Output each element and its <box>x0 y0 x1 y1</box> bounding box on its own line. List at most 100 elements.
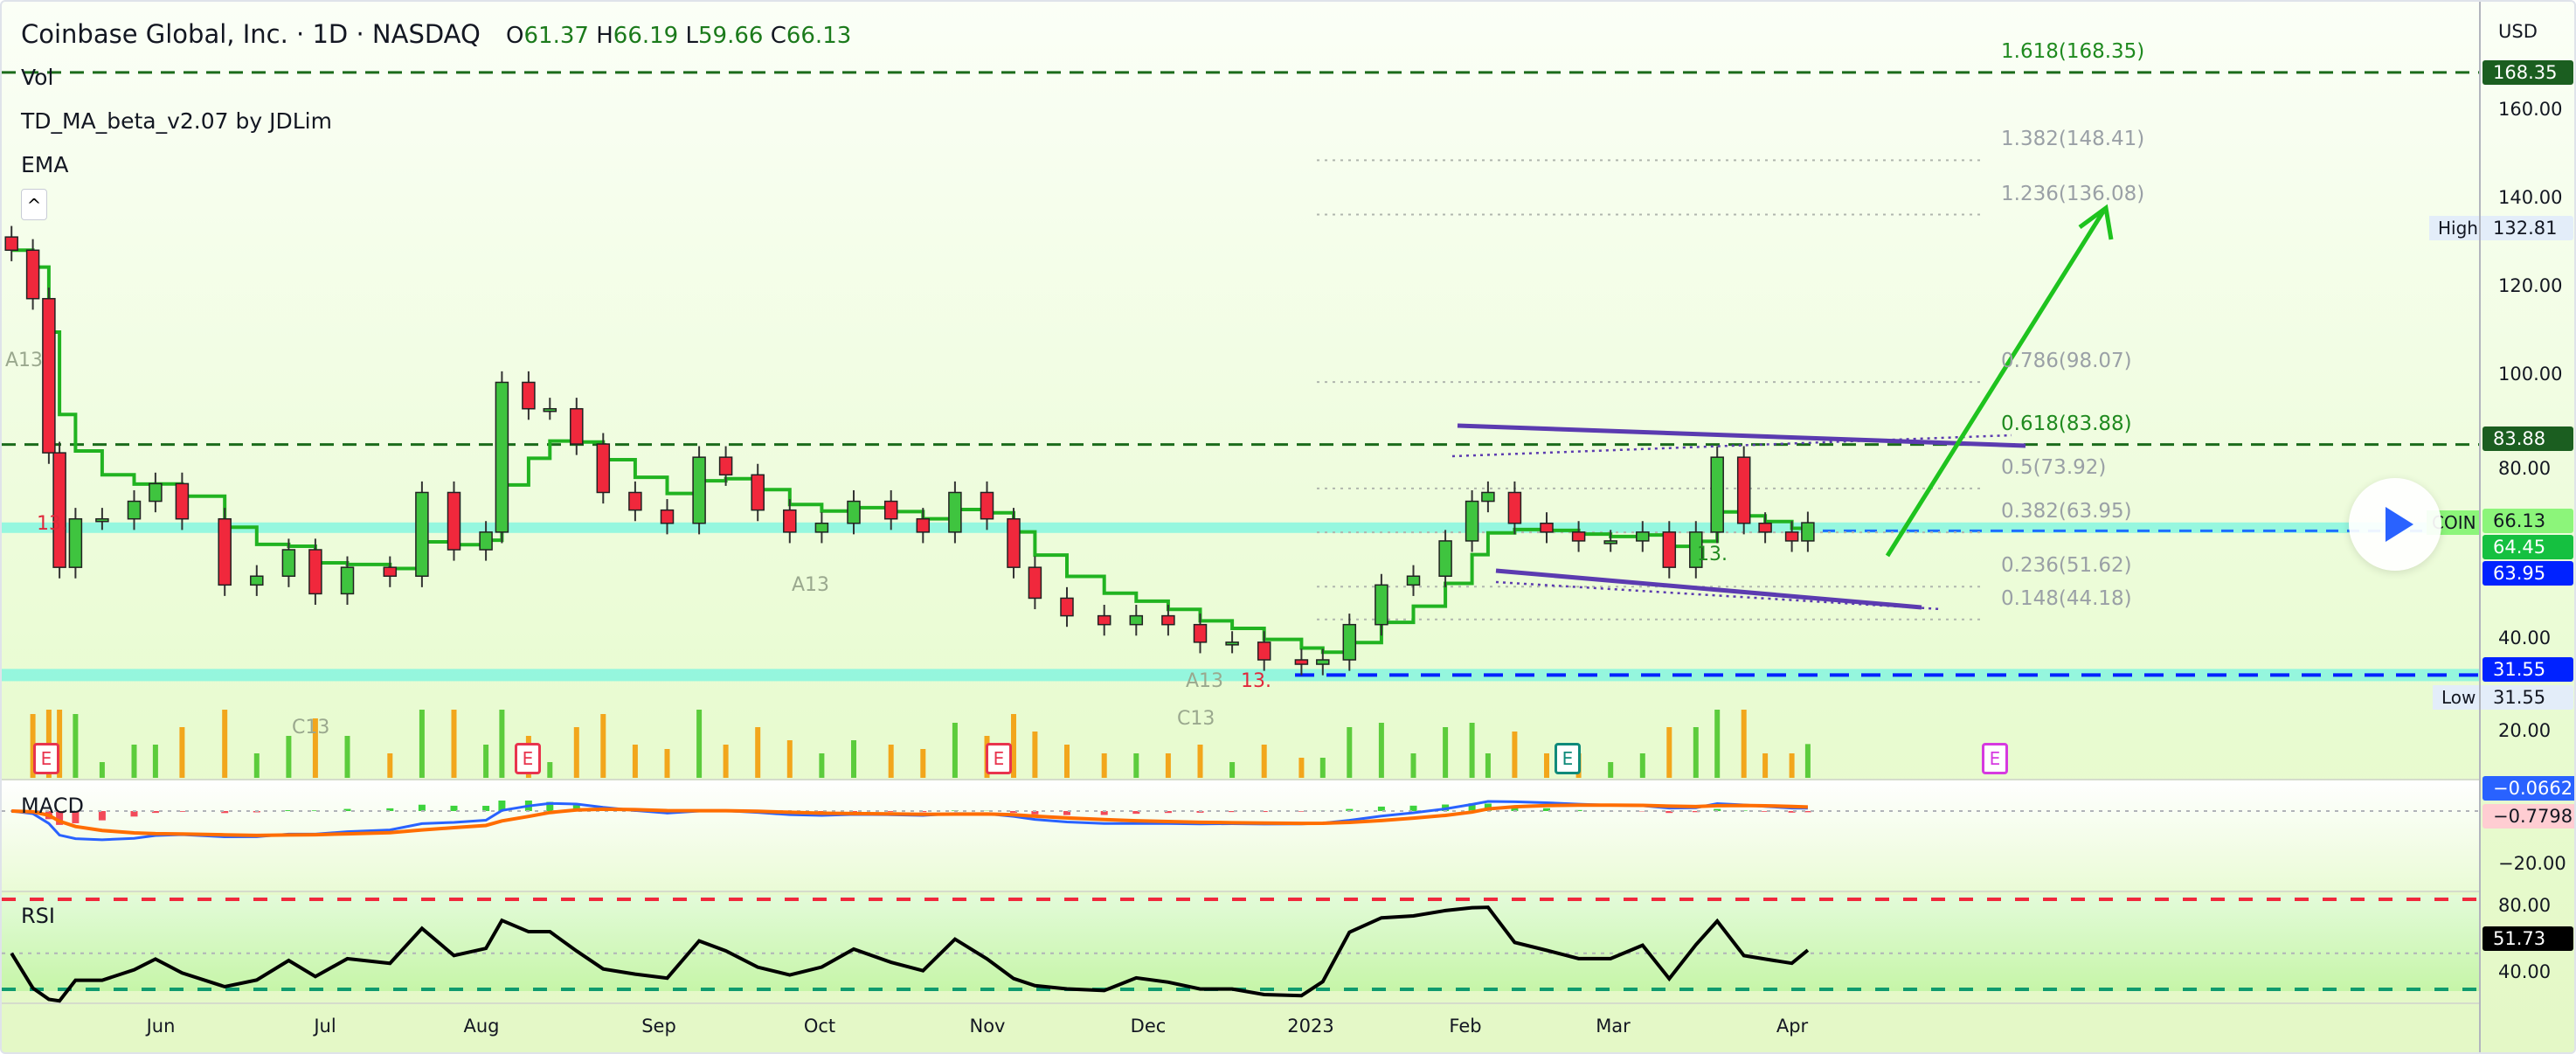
candle-body <box>1801 522 1815 542</box>
candle-body <box>1758 523 1772 533</box>
candle-body <box>783 509 797 533</box>
low-value: 59.66 <box>697 23 764 49</box>
volume-bar <box>1804 744 1811 778</box>
signal-line <box>11 803 1808 837</box>
candle-body <box>1060 597 1074 617</box>
time-tick: Feb <box>1449 1016 1482 1037</box>
macd-histogram-bar <box>1346 808 1354 811</box>
earnings-marker[interactable]: E <box>1555 743 1581 774</box>
macd-histogram-bar <box>450 805 458 811</box>
candle-body <box>1736 456 1751 524</box>
macd-histogram-bar <box>1788 811 1796 813</box>
indicator-vol[interactable]: Vol <box>21 65 54 90</box>
volume-bar <box>1443 727 1449 778</box>
earnings-marker[interactable]: E <box>515 743 541 774</box>
candle-body <box>1007 517 1021 568</box>
candle-body <box>1129 614 1144 626</box>
rsi-tick-80: 80.00 <box>2498 895 2552 916</box>
volume-bar <box>888 745 894 778</box>
currency-label: USD <box>2498 21 2538 42</box>
fib-label: 0.5(73.92) <box>2001 455 2107 479</box>
earnings-marker[interactable]: E <box>1982 743 2008 774</box>
macd-histogram-bar <box>1762 811 1769 812</box>
macd-histogram-bar <box>1804 811 1811 813</box>
candle-body <box>52 452 66 568</box>
volume-bar <box>755 727 761 778</box>
candle-body <box>218 517 232 586</box>
macd-histogram-bar <box>887 811 895 812</box>
candle-body <box>1481 491 1495 503</box>
candle-body <box>95 517 109 523</box>
volume-bar <box>1608 762 1614 778</box>
high-label: H <box>596 23 613 49</box>
price-tick: 140.00 <box>2498 187 2563 208</box>
volume-bar <box>57 710 63 778</box>
td-count-label: A13 <box>5 350 44 371</box>
candle-body <box>1689 531 1703 568</box>
channel-lower-line <box>1495 568 1922 610</box>
macd-histogram-bar <box>850 811 857 812</box>
earnings-marker[interactable]: E <box>986 743 1012 774</box>
candle-body <box>1784 531 1799 542</box>
candle-body <box>149 482 163 503</box>
candle-body <box>596 443 611 494</box>
macd-histogram-bar <box>572 805 580 811</box>
macd-histogram-bar <box>1132 811 1140 815</box>
chart-canvas[interactable] <box>2 2 2479 1054</box>
time-tick: Aug <box>463 1016 500 1037</box>
macd-histogram-bar <box>1409 805 1417 811</box>
volume-bar <box>1011 714 1016 778</box>
price-tick: 20.00 <box>2498 720 2552 741</box>
volume-bar <box>600 714 606 778</box>
candle-body <box>415 491 429 577</box>
target-arrow <box>1885 210 2106 558</box>
volume-bar <box>1410 753 1416 778</box>
arrow-head-icon <box>2078 204 2114 240</box>
candle-body <box>127 500 142 520</box>
fib-label: 0.148(44.18) <box>2001 586 2132 610</box>
rsi-label[interactable]: RSI <box>21 904 55 928</box>
fib-382-price-tag: 63.95 <box>2483 561 2573 586</box>
macd-label[interactable]: MACD <box>21 794 84 818</box>
volume-bar <box>73 714 79 778</box>
td-count-label: C13 <box>292 717 330 738</box>
volume-bar <box>851 740 856 778</box>
candle-body <box>1342 623 1357 661</box>
macd-histogram-bar <box>1468 803 1476 811</box>
candle-body <box>308 549 322 595</box>
candle-body <box>883 500 898 520</box>
candle-body <box>25 249 40 300</box>
price-axis[interactable]: USD 160.00 140.00 120.00 100.00 80.00 40… <box>2479 2 2574 1052</box>
indicator-ema[interactable]: EMA <box>21 152 69 177</box>
volume-bar <box>1741 710 1747 778</box>
volume-bar <box>1347 727 1353 778</box>
chevron-up-icon: ^ <box>26 195 42 216</box>
time-tick: Oct <box>803 1016 836 1037</box>
macd-histogram-bar <box>386 808 394 811</box>
candle-body <box>383 566 398 577</box>
td-count-label: 13. <box>37 513 67 535</box>
candle-body <box>660 509 675 524</box>
macd-histogram-bar <box>151 811 159 814</box>
play-button[interactable] <box>2349 478 2441 571</box>
volume-bar <box>1469 723 1475 778</box>
macd-histogram-bar <box>1543 808 1550 811</box>
signal-value-tag: −0.7798 <box>2483 804 2574 829</box>
candle-body <box>340 566 355 595</box>
candle-body <box>1406 575 1421 586</box>
time-tick: Mar <box>1596 1016 1631 1037</box>
earnings-marker[interactable]: E <box>33 743 59 774</box>
last-price-tag: 66.13 <box>2483 509 2573 533</box>
candle-body <box>42 297 56 454</box>
volume-bar <box>1762 753 1769 778</box>
indicator-td-ma[interactable]: TD_MA_beta_v2.07 by JDLim <box>21 108 332 134</box>
close-value: 66.13 <box>786 23 852 49</box>
volume-bar <box>499 710 505 778</box>
volume-bar <box>1714 710 1721 778</box>
collapse-legend-button[interactable]: ^ <box>21 189 47 220</box>
channel-dotted-line <box>1495 580 1942 611</box>
low-price-tag: 31.55 <box>2483 685 2573 710</box>
high-value: 66.19 <box>613 23 679 49</box>
rsi-value-tag: 51.73 <box>2483 926 2573 951</box>
volume-bar <box>1261 745 1267 778</box>
